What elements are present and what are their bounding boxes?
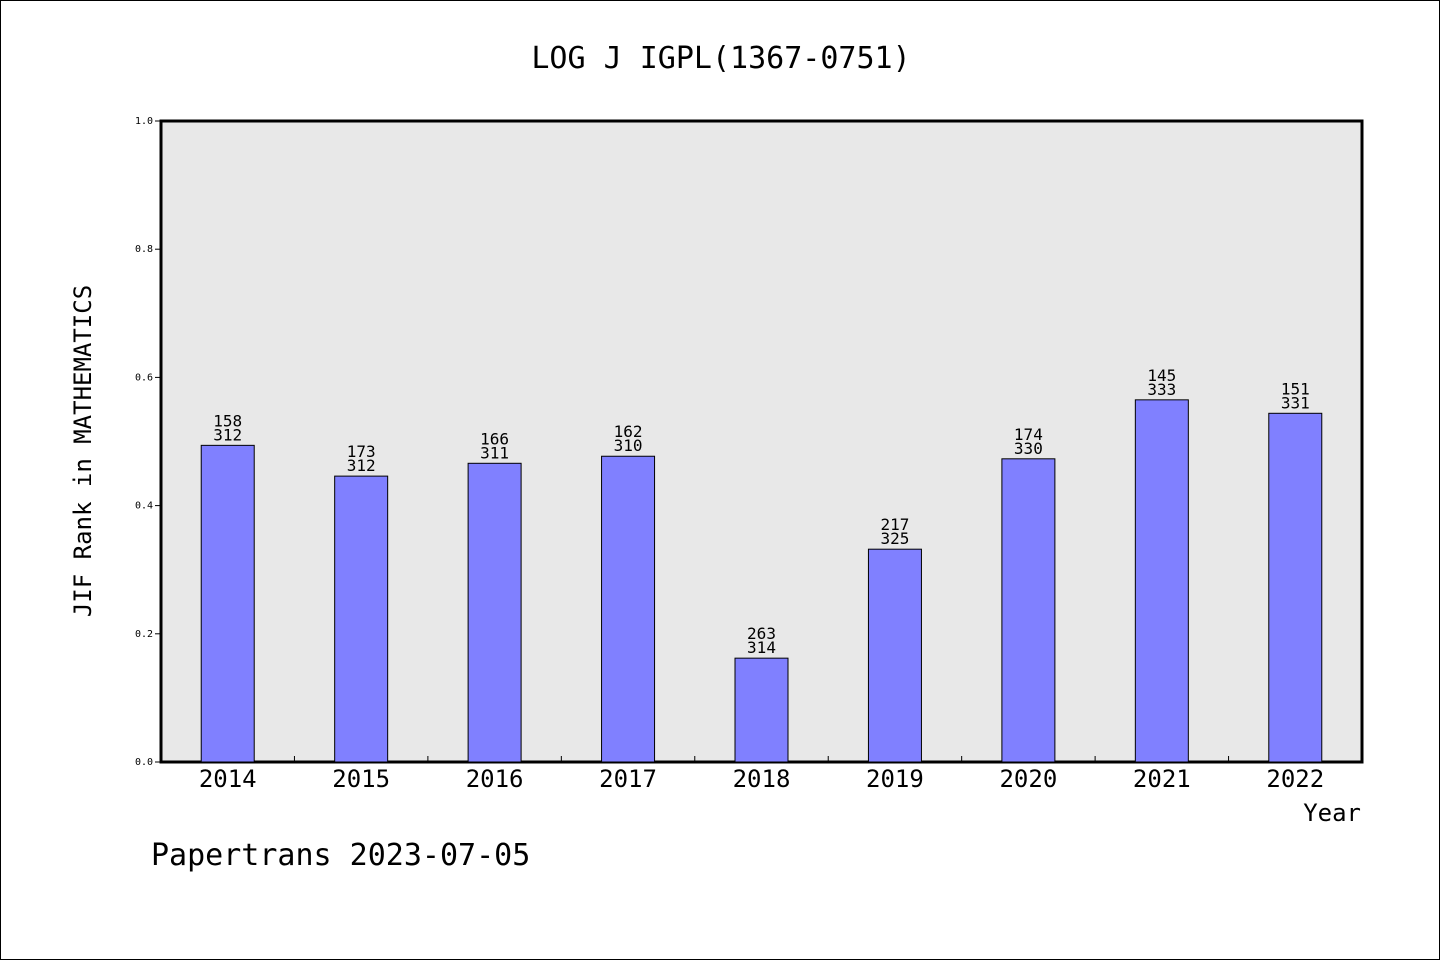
bar-2017 (601, 455, 656, 763)
bar-total-label: 310 (614, 436, 643, 455)
y-axis-ticks: 0.0 0.2 0.4 0.6 0.8 1.0 (135, 116, 161, 768)
x-tick-label: 2014 (199, 765, 257, 793)
bar-total-label: 325 (880, 529, 909, 548)
footer-credit: Papertrans 2023-07-05 (151, 838, 530, 873)
x-tick-label: 2015 (332, 765, 390, 793)
x-axis-label: Year (1303, 799, 1361, 827)
chart-title: LOG J IGPL(1367-0751) (531, 41, 910, 76)
y-tick-label: 0.4 (135, 501, 153, 512)
bar-2015 (334, 475, 389, 763)
y-axis-label: JIF Rank in MATHEMATICS (69, 285, 97, 617)
bar-2019 (867, 548, 922, 763)
y-tick-label: 1.0 (135, 116, 153, 127)
bar-rank-label: 158 (213, 411, 242, 430)
bar-rank-label: 174 (1014, 425, 1043, 444)
y-tick-label: 0.6 (135, 372, 153, 383)
bar-rank-label: 145 (1147, 366, 1176, 385)
bar-total-label: 312 (347, 456, 376, 475)
bar-total-label: 314 (747, 638, 776, 657)
bar-total-label: 311 (480, 443, 509, 462)
bar-total-label: 330 (1014, 439, 1043, 458)
bar-2018 (734, 657, 789, 763)
x-tick-label: 2016 (466, 765, 524, 793)
bar-2014 (200, 444, 255, 763)
x-tick-label: 2018 (733, 765, 791, 793)
bar-2021 (1134, 399, 1189, 763)
bar-rank-label: 166 (480, 429, 509, 448)
bars (200, 399, 1323, 763)
x-tick-label: 2022 (1266, 765, 1324, 793)
bar-rank-label: 151 (1281, 379, 1310, 398)
bar-total-label: 331 (1281, 393, 1310, 412)
bar-rank-label: 217 (880, 515, 909, 534)
y-tick-label: 0.8 (135, 244, 153, 255)
bar-total-label: 333 (1147, 380, 1176, 399)
bar-rank-label: 162 (614, 422, 643, 441)
x-tick-label: 2020 (999, 765, 1057, 793)
y-tick-label: 0.0 (135, 757, 153, 768)
bar-rank-label: 263 (747, 624, 776, 643)
bar-rank-label: 173 (347, 442, 376, 461)
y-tick-label: 0.2 (135, 629, 153, 640)
x-tick-label: 2019 (866, 765, 924, 793)
x-tick-label: 2017 (599, 765, 657, 793)
bar-labels: 1583121733121663111623102633142173251743… (213, 366, 1309, 657)
bar-2020 (1001, 458, 1056, 763)
x-tick-label: 2021 (1133, 765, 1191, 793)
x-axis-ticks: 2014 2015 2016 2017 2018 2019 2020 2021 2022 (199, 756, 1324, 793)
bar-2022 (1268, 412, 1323, 763)
bar-2016 (467, 462, 522, 763)
bar-total-label: 312 (213, 425, 242, 444)
